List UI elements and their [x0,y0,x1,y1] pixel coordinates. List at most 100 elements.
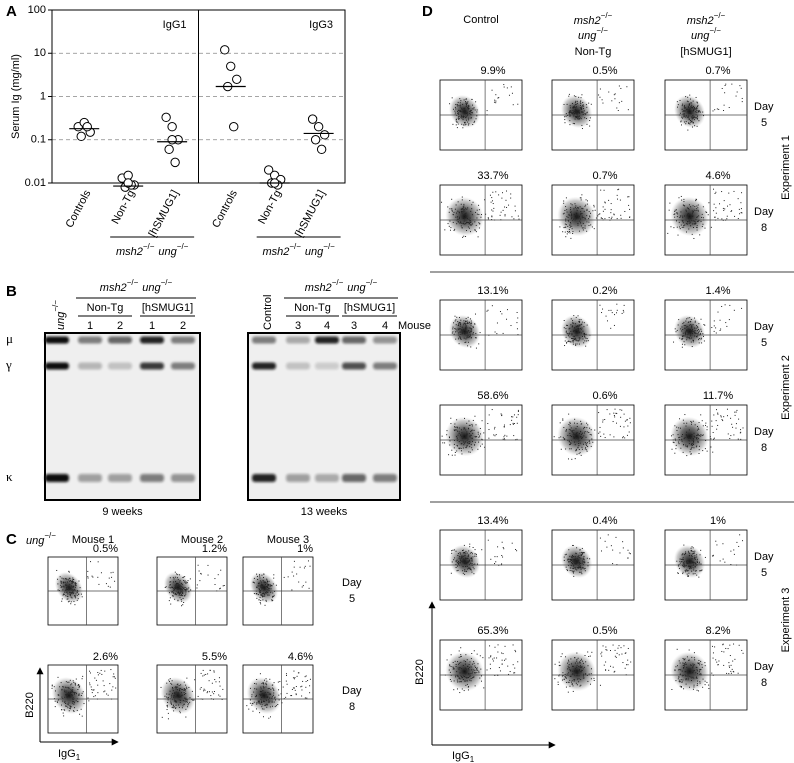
cell-dot [585,338,586,339]
cell-dot [179,588,180,589]
y-tick-label: 0.01 [25,177,46,189]
cell-dot [470,569,471,570]
cell-dot [458,112,459,113]
cell-dot [569,440,570,441]
cell-dot [687,670,688,671]
cell-dot [188,703,189,704]
cell-dot [581,328,582,329]
cell-dot [702,687,703,688]
genotype: msh2−/−ung−/− [305,278,378,294]
cell-dot [711,227,712,228]
cell-dot [64,702,65,703]
category-label: [hSMUG1] [147,188,182,239]
genotype: ung−/− [578,26,608,42]
cell-dot [681,196,682,197]
cell-dot [729,667,730,668]
cell-dot [474,553,475,554]
cell-dot [574,671,575,672]
cell-dot [466,327,467,328]
cell-dot [683,572,684,573]
band-label: κ [6,469,13,484]
cell-dot [616,304,617,305]
superscript: −/− [366,278,378,287]
cell-dot [728,662,729,663]
cell-dot [569,334,570,335]
genotype: msh2−/−ung−/− [116,242,189,258]
cell-dot [688,101,689,102]
cell-dot [569,441,570,442]
cell-dot [246,705,247,706]
cell-dot [495,101,496,102]
cell-dot [184,589,185,590]
cell-dot [573,323,574,324]
percent-label: 1% [710,515,726,527]
cell-dot [490,664,491,665]
cell-dot [674,217,675,218]
cell-dot [170,701,171,702]
cell-dot [183,602,184,603]
percent-label: 0.5% [93,543,118,555]
cell-dot [466,571,467,572]
cell-dot [617,195,618,196]
cell-dot [691,551,692,552]
cell-dot [581,455,582,456]
group-label: Non-Tg [575,46,612,58]
cell-dot [463,204,464,205]
cell-dot [683,111,684,112]
cell-dot [572,326,573,327]
cell-dot [577,567,578,568]
cell-dot [726,326,727,327]
cell-dot [739,213,740,214]
cell-dot [685,571,686,572]
cell-dot [685,437,686,438]
cell-dot [686,678,687,679]
cell-dot [460,100,461,101]
cell-dot [619,552,620,553]
cell-dot [580,222,581,223]
gel-band [108,337,132,344]
cell-dot [92,577,93,578]
cell-dot [690,561,691,562]
cell-dot [456,666,457,667]
cell-dot [455,320,456,321]
cell-dot [472,223,473,224]
cell-dot [687,221,688,222]
cell-dot [586,423,587,424]
percent-label: 11.7% [703,390,734,402]
cell-dot [681,225,682,226]
cell-dot [266,579,267,580]
cell-dot [478,672,479,673]
cell-dot [61,601,62,602]
cell-dot [463,117,464,118]
cell-dot [692,556,693,557]
cell-dot [473,332,474,333]
cell-dot [625,652,626,653]
cell-dot [459,552,460,553]
cell-dot [571,333,572,334]
cell-dot [678,235,679,236]
cell-dot [73,579,74,580]
cell-dot [565,219,566,220]
cell-dot [572,561,573,562]
cell-dot [467,332,468,333]
cell-dot [450,230,451,231]
cell-dot [259,574,260,575]
cell-dot [603,645,604,646]
cell-dot [586,334,587,335]
cell-dot [582,213,583,214]
cell-dot [579,567,580,568]
cell-dot [696,210,697,211]
cell-dot [675,439,676,440]
cell-dot [469,680,470,681]
cell-dot [513,664,514,665]
cell-dot [465,328,466,329]
cell-dot [192,691,193,692]
cell-dot [503,653,504,654]
cell-dot [490,559,491,560]
cell-dot [590,434,591,435]
cell-dot [516,417,517,418]
cell-dot [101,670,102,671]
cell-dot [584,427,585,428]
cell-dot [270,694,271,695]
cell-dot [294,677,295,678]
